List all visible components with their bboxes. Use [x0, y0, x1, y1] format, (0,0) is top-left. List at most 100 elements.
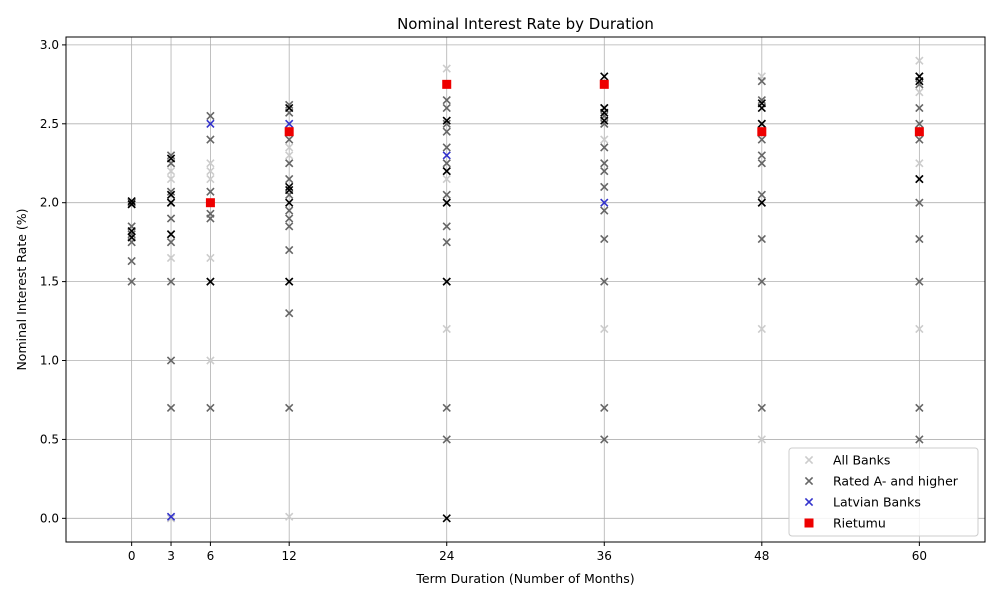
data-point-x: [442, 190, 451, 199]
data-point-x: [915, 80, 924, 89]
data-point-x: [600, 206, 609, 215]
data-point-x: [442, 166, 451, 176]
data-point-square: [757, 127, 767, 137]
data-point-x: [600, 108, 609, 117]
x-axis-ticks: 0 3 6 12 24 36 48 60: [128, 542, 927, 563]
data-point-x: [127, 230, 136, 239]
data-point-x: [757, 435, 766, 444]
data-point-x: [166, 190, 176, 199]
data-point-x: [600, 143, 609, 152]
data-point-x: [757, 198, 766, 207]
data-point-x: [600, 277, 609, 286]
data-point-x: [442, 222, 451, 231]
x-tick-label: 36: [597, 549, 612, 563]
data-point-x: [757, 135, 766, 144]
legend-marker-x: [804, 476, 814, 486]
data-point-x: [206, 174, 215, 184]
data-point-x: [757, 95, 766, 105]
data-point-x: [166, 154, 176, 163]
data-point-x: [206, 166, 215, 176]
data-point-x: [166, 166, 176, 176]
data-point-x: [166, 230, 176, 239]
data-point-x: [442, 403, 451, 413]
data-point-x: [442, 277, 451, 286]
y-axis-label: Nominal Interest Rate (%): [14, 208, 29, 370]
data-point-x: [285, 143, 294, 152]
data-point-x: [285, 151, 294, 160]
data-point-x: [915, 174, 924, 184]
data-point-x: [206, 119, 215, 128]
data-point-x: [442, 151, 451, 160]
series-unlabeled: [127, 72, 924, 523]
data-point-x: [206, 187, 215, 196]
data-point-x: [757, 119, 766, 128]
legend-marker-x: [804, 455, 814, 465]
data-point-x: [127, 226, 136, 236]
data-point-x: [757, 151, 766, 160]
data-point-x: [600, 234, 609, 244]
data-point-x: [285, 214, 294, 223]
data-point-x: [127, 277, 136, 286]
series-latvian-banks: [166, 119, 609, 521]
data-point-x: [915, 435, 924, 444]
data-point-x: [285, 206, 294, 215]
data-point-x: [442, 174, 451, 184]
data-point-x: [757, 277, 766, 286]
legend-label: Rietumu: [833, 516, 886, 531]
data-point-x: [915, 119, 924, 128]
data-point-square: [599, 79, 609, 89]
legend-marker-x: [804, 497, 814, 507]
data-point-x: [915, 103, 924, 113]
data-point-x: [442, 95, 451, 105]
data-point-x: [285, 119, 294, 128]
grid-lines: [66, 37, 985, 542]
data-point-x: [285, 182, 294, 192]
data-point-x: [442, 127, 451, 136]
data-point-x: [442, 119, 451, 128]
data-point-x: [600, 198, 609, 207]
y-tick-label: 2.5: [40, 117, 59, 131]
data-point-x: [206, 277, 215, 286]
data-point-x: [600, 166, 609, 176]
x-tick-label: 6: [207, 549, 215, 563]
data-point-x: [442, 64, 451, 73]
data-point-square: [205, 198, 215, 208]
data-point-x: [127, 198, 136, 207]
data-point-x: [600, 135, 609, 144]
x-tick-label: 0: [128, 549, 136, 563]
data-point-x: [915, 277, 924, 286]
data-point-x: [166, 198, 176, 207]
data-point-x: [127, 256, 136, 266]
data-point-x: [757, 324, 766, 334]
data-point-x: [600, 159, 609, 168]
data-point-x: [442, 435, 451, 444]
data-point-x: [285, 403, 294, 413]
data-point-x: [166, 187, 176, 196]
legend-label: All Banks: [833, 453, 890, 468]
data-point-x: [442, 116, 451, 125]
data-point-x: [166, 356, 176, 365]
data-point-x: [166, 151, 176, 160]
legend-label: Rated A- and higher: [833, 474, 959, 489]
data-point-x: [915, 198, 924, 207]
data-point-x: [600, 119, 609, 128]
y-tick-label: 3.0: [40, 38, 59, 52]
y-tick-label: 1.5: [40, 275, 59, 289]
data-point-x: [206, 356, 215, 365]
data-point-x: [166, 174, 176, 184]
data-point-x: [442, 103, 451, 113]
data-point-x: [206, 403, 215, 413]
data-point-x: [757, 403, 766, 413]
data-point-x: [915, 88, 924, 97]
data-points: [127, 56, 924, 523]
data-point-x: [757, 190, 766, 199]
series-rietumu: [205, 79, 924, 208]
data-point-x: [757, 103, 766, 113]
data-point-x: [442, 198, 451, 207]
data-point-x: [600, 116, 609, 125]
data-point-x: [285, 135, 294, 144]
data-point-x: [285, 174, 294, 184]
data-point-x: [206, 111, 215, 121]
series-rated-a-and-higher: [127, 72, 924, 444]
